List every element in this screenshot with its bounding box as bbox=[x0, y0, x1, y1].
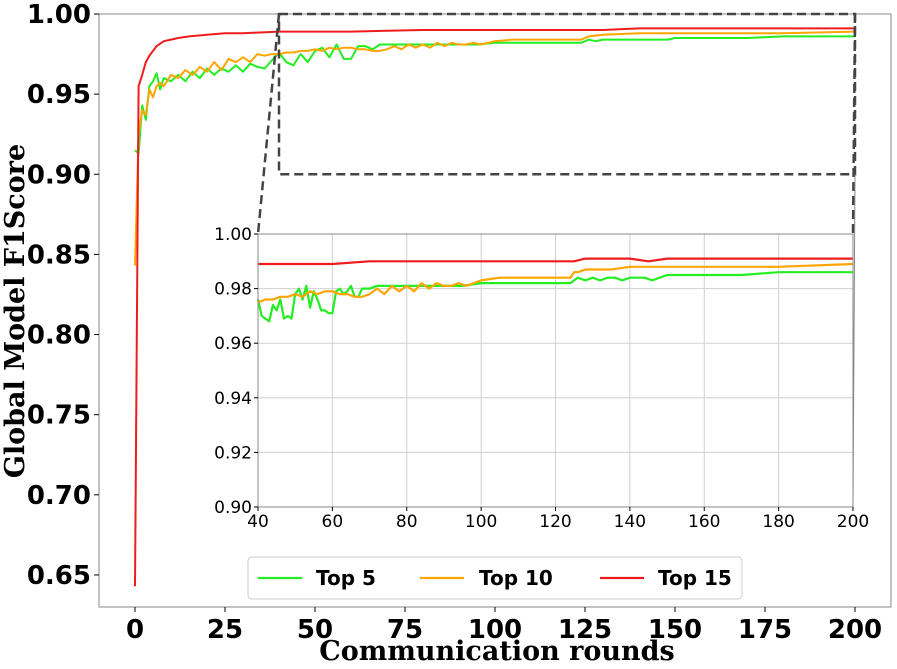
y-tick-label: 0.75 bbox=[27, 401, 91, 431]
x-tick-label: 25 bbox=[207, 615, 243, 645]
zoom-connector-right bbox=[851, 13, 857, 235]
inset-series-line-2 bbox=[257, 262, 854, 304]
x-tick-label: 75 bbox=[387, 615, 423, 645]
main-series-lines bbox=[134, 27, 856, 587]
zoom-connector-left bbox=[256, 13, 281, 235]
y-tick-label: 0.70 bbox=[27, 481, 91, 511]
y-tick-label: 0.85 bbox=[27, 240, 91, 270]
x-tick-label: 125 bbox=[558, 615, 612, 645]
main-series-line-2 bbox=[134, 30, 856, 266]
inset-series-line-3 bbox=[258, 257, 853, 266]
inset-y-tick-label: 0.98 bbox=[214, 280, 252, 300]
x-tick-label: 200 bbox=[828, 615, 882, 645]
main-series-line-3 bbox=[134, 27, 855, 587]
inset-x-tick-label: 200 bbox=[837, 512, 869, 532]
legend: Top 5 Top 10 Top 15 bbox=[247, 556, 743, 600]
x-tick-label: 100 bbox=[468, 615, 522, 645]
y-tick-label: 0.90 bbox=[27, 160, 91, 190]
main-axis-ticks: 0 25 50 75 100 125 150 175 200 0.65 0.70 0.75 0.80 0.… bbox=[27, 0, 882, 645]
zoom-region-box bbox=[277, 12, 857, 176]
inset-x-tick-label: 180 bbox=[762, 512, 794, 532]
inset-x-tick-label: 100 bbox=[465, 512, 497, 532]
legend-label-3: Top 15 bbox=[658, 566, 732, 590]
y-tick-label: 1.00 bbox=[27, 0, 91, 30]
x-tick-label: 175 bbox=[738, 615, 792, 645]
y-tick-label: 0.80 bbox=[27, 321, 91, 351]
inset-x-tick-label: 160 bbox=[688, 512, 720, 532]
inset-x-tick-label: 80 bbox=[396, 512, 418, 532]
inset-plot: 40 60 80 100 120 140 160 180 200 0.90 0.92 0.94 0.96… bbox=[214, 225, 869, 532]
inset-x-tick-label: 120 bbox=[539, 512, 571, 532]
legend-box bbox=[247, 556, 743, 600]
inset-y-tick-label: 0.90 bbox=[214, 498, 252, 518]
x-axis-title: Communication rounds bbox=[319, 636, 674, 667]
x-tick-label: 0 bbox=[126, 615, 144, 645]
x-tick-label: 50 bbox=[297, 615, 333, 645]
y-tick-label: 0.95 bbox=[27, 80, 91, 110]
zoom-indicator bbox=[256, 12, 857, 508]
x-tick-label: 150 bbox=[648, 615, 702, 645]
inset-y-tick-label: 0.92 bbox=[214, 443, 252, 463]
y-axis-title: Global Model F1Score bbox=[0, 144, 31, 478]
inset-x-tick-label: 140 bbox=[614, 512, 646, 532]
inset-x-tick-label: 60 bbox=[322, 512, 344, 532]
main-series-line-1 bbox=[134, 35, 855, 155]
legend-label-1: Top 5 bbox=[316, 566, 376, 590]
y-tick-label: 0.65 bbox=[27, 561, 91, 591]
inset-y-tick-label: 1.00 bbox=[214, 225, 252, 245]
inset-y-tick-label: 0.94 bbox=[214, 389, 252, 409]
inset-x-tick-label: 40 bbox=[247, 512, 269, 532]
inset-y-tick-label: 0.96 bbox=[214, 334, 252, 354]
legend-label-2: Top 10 bbox=[479, 566, 553, 590]
